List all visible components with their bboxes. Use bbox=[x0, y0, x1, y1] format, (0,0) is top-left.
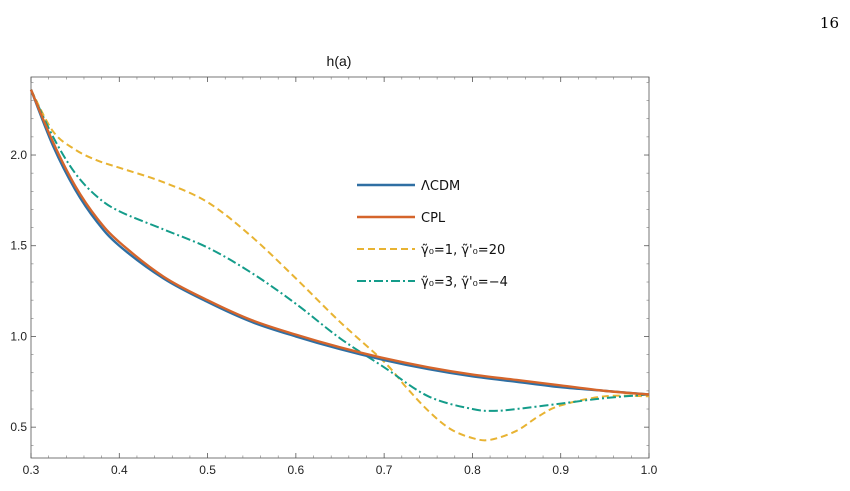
legend-label-1: CPL bbox=[421, 211, 446, 226]
series-lines bbox=[29, 89, 650, 442]
page-number: 16 bbox=[819, 14, 839, 32]
x-tick-label: 0.7 bbox=[376, 463, 393, 477]
x-tick-label: 0.9 bbox=[552, 463, 569, 477]
y-tick-label: 1.0 bbox=[10, 329, 27, 343]
axis-ticks bbox=[30, 77, 650, 458]
x-tick-label: 0.6 bbox=[288, 463, 305, 477]
x-tick-label: 0.3 bbox=[23, 463, 40, 477]
legend-label-2: γ̃₀=1, γ̃'₀=20 bbox=[421, 243, 505, 258]
x-tick-label: 1.0 bbox=[641, 463, 658, 477]
y-tick-label: 0.5 bbox=[10, 420, 27, 434]
chart-title: h(a) bbox=[327, 53, 352, 69]
series-line-3 bbox=[30, 89, 650, 412]
axis-tick-labels: 0.3 0.4 0.5 0.6 0.7 0.8 0.9 1.0 0.5 1.0 1.5 2.0 bbox=[10, 148, 657, 477]
y-tick-label: 2.0 bbox=[10, 148, 27, 162]
x-tick-label: 0.8 bbox=[464, 463, 481, 477]
x-tick-label: 0.4 bbox=[111, 463, 128, 477]
series-line-2 bbox=[30, 89, 650, 442]
x-tick-label: 0.5 bbox=[199, 463, 216, 477]
legend-label-0: ΛCDM bbox=[421, 179, 460, 194]
plot-frame bbox=[30, 76, 650, 459]
series-line-1 bbox=[29, 89, 650, 396]
legend: ΛCDM CPL γ̃₀=1, γ̃'₀=20 γ̃₀=3, γ̃'₀=−4 bbox=[357, 179, 508, 290]
legend-label-3: γ̃₀=3, γ̃'₀=−4 bbox=[421, 275, 508, 290]
series-line-0 bbox=[29, 89, 650, 396]
y-tick-label: 1.5 bbox=[10, 239, 27, 253]
